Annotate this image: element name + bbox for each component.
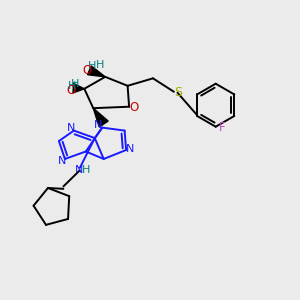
Text: H: H [88, 61, 96, 71]
Text: O: O [130, 101, 139, 114]
Text: N: N [58, 156, 66, 166]
Text: N: N [67, 123, 76, 133]
Text: F: F [219, 121, 226, 134]
Text: N: N [125, 144, 134, 154]
Text: N: N [94, 120, 102, 130]
Polygon shape [73, 83, 84, 93]
Text: O: O [66, 84, 76, 97]
Text: H: H [68, 81, 76, 91]
Polygon shape [88, 66, 105, 77]
Text: H: H [71, 79, 80, 89]
Text: S: S [174, 86, 182, 99]
Text: O: O [83, 64, 92, 77]
Text: H: H [96, 60, 104, 70]
Text: H: H [82, 165, 91, 175]
Polygon shape [93, 108, 108, 127]
Text: N: N [75, 165, 83, 175]
